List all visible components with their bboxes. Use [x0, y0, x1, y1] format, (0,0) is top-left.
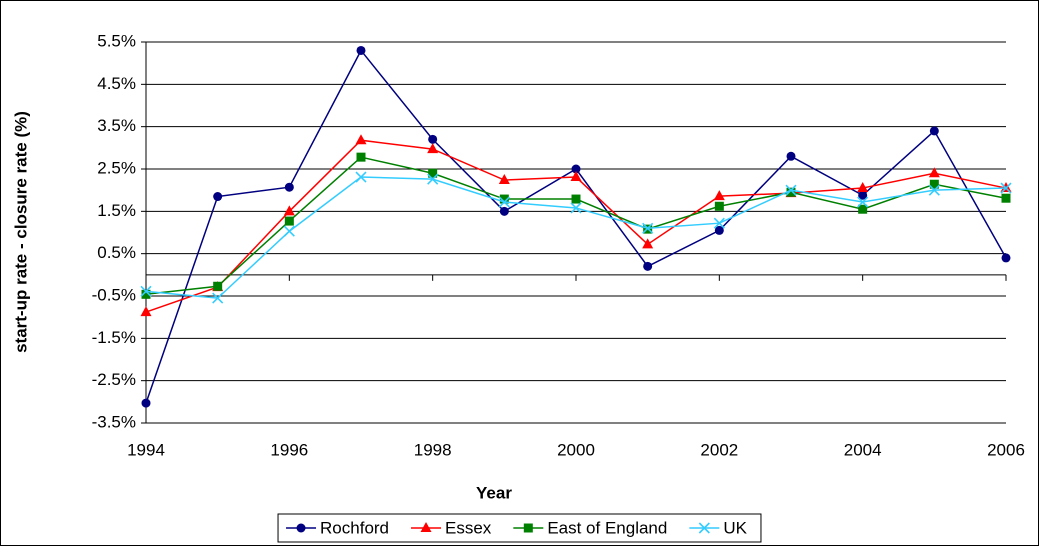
marker: [284, 182, 294, 192]
marker: [356, 152, 366, 162]
marker: [213, 281, 223, 291]
marker: [212, 292, 224, 304]
legend: Rochford Essex East of England UK: [277, 513, 762, 543]
marker: [642, 222, 654, 234]
marker: [283, 205, 295, 216]
marker: [786, 187, 796, 197]
marker: [642, 238, 654, 249]
marker: [714, 225, 724, 235]
marker: [420, 522, 432, 532]
y-axis-title: start-up rate - closure rate (%): [11, 111, 30, 353]
x-tick-label: 1994: [127, 440, 165, 459]
marker: [571, 194, 581, 204]
marker: [570, 202, 582, 214]
marker: [141, 289, 151, 299]
legend-label: Essex: [445, 518, 492, 537]
marker: [213, 192, 223, 202]
marker: [355, 171, 367, 183]
marker: [499, 194, 509, 204]
marker: [140, 285, 152, 297]
x-tick-label: 1996: [270, 440, 308, 459]
legend-item: UK: [689, 518, 748, 537]
marker: [355, 134, 367, 145]
marker: [140, 306, 152, 317]
marker: [571, 164, 581, 174]
legend-item: Rochford: [286, 518, 389, 537]
marker: [499, 206, 509, 216]
marker: [858, 204, 868, 214]
marker: [427, 173, 439, 185]
marker: [1001, 193, 1011, 203]
marker: [928, 167, 940, 178]
y-tick-label: 5.5%: [97, 31, 136, 50]
y-tick-label: -1.5%: [92, 328, 136, 347]
marker: [857, 182, 869, 193]
marker: [643, 261, 653, 271]
marker: [858, 190, 868, 200]
marker: [284, 216, 294, 226]
marker: [570, 171, 582, 182]
marker: [929, 126, 939, 136]
marker: [356, 45, 366, 55]
x-tick-label: 1998: [414, 440, 452, 459]
marker: [428, 168, 438, 178]
marker: [1001, 253, 1011, 263]
marker: [283, 225, 295, 237]
marker: [857, 196, 869, 208]
marker: [498, 174, 510, 185]
x-tick-label: 2002: [700, 440, 738, 459]
y-tick-label: 1.5%: [97, 201, 136, 220]
marker: [498, 196, 510, 208]
marker: [296, 523, 306, 533]
marker: [141, 398, 151, 408]
marker: [713, 190, 725, 201]
marker: [714, 201, 724, 211]
marker: [523, 523, 533, 533]
x-tick-label: 2000: [557, 440, 595, 459]
marker: [785, 184, 797, 196]
marker: [929, 179, 939, 189]
marker: [1000, 182, 1012, 194]
legend-label: UK: [723, 518, 747, 537]
y-tick-label: -3.5%: [92, 412, 136, 431]
x-axis-title: Year: [476, 483, 512, 502]
y-tick-label: -2.5%: [92, 370, 136, 389]
y-tick-label: 2.5%: [97, 158, 136, 177]
y-tick-label: -0.5%: [92, 285, 136, 304]
legend-item: Essex: [411, 518, 492, 537]
x-tick-label: 2004: [844, 440, 882, 459]
marker: [428, 134, 438, 144]
y-tick-label: 4.5%: [97, 74, 136, 93]
marker: [713, 217, 725, 229]
marker: [698, 522, 710, 534]
legend-label: East of England: [547, 518, 667, 537]
y-tick-label: 0.5%: [97, 243, 136, 262]
legend-item: East of England: [513, 518, 667, 537]
x-tick-label: 2006: [987, 440, 1025, 459]
marker: [786, 151, 796, 161]
marker: [427, 143, 439, 154]
marker: [928, 184, 940, 196]
y-tick-label: 3.5%: [97, 116, 136, 135]
legend-label: Rochford: [320, 518, 389, 537]
